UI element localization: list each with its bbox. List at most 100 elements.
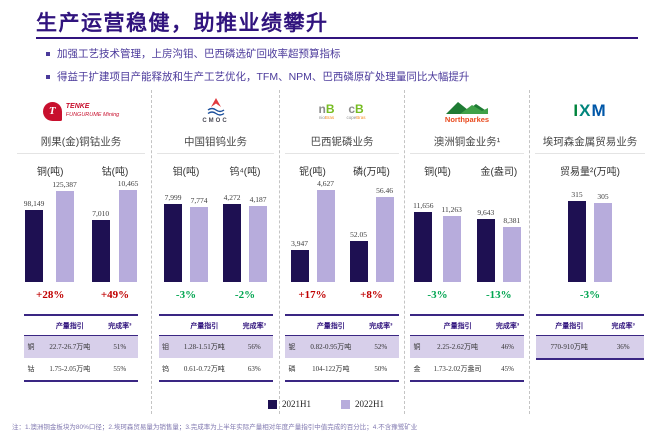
yoy-change: -2% [234, 289, 256, 301]
bar-pair: 7,999 7,774 [164, 178, 208, 282]
bar-chart: 贸易量²(万吨) 315 305 -3% [560, 163, 620, 301]
bar-2021h1: 4,272 [223, 193, 241, 282]
metric-group: 铜(吨) 11,656 11,263 -3% [413, 163, 462, 301]
business-columns: T TENKE FUNGURUME Mining 刚果(金)铜钴业务 铜(吨) … [11, 90, 646, 414]
table-row: 770-910万吨 36% [536, 335, 644, 359]
table-header-completion: 完成率³ [362, 315, 399, 336]
row-label: 钼 [158, 335, 173, 358]
table-header-guidance: 产量指引 [38, 315, 102, 336]
table-row: 金 1.73-2.02万盎司 45% [410, 358, 524, 381]
bar-2022h1: 7,774 [190, 196, 208, 282]
bar-rect-2022h1 [316, 190, 335, 282]
row-completion: 63% [247, 365, 261, 373]
row-completion: 55% [113, 365, 127, 373]
bar-2021h1: 11,656 [413, 201, 434, 282]
chart-legend: 2021H1 2022H1 [0, 399, 652, 409]
metric-title: 铜(吨) [36, 167, 64, 178]
row-guidance: 1.75-2.05万吨 [49, 365, 91, 373]
row-label: 铌 [285, 335, 299, 358]
cmoc-mountain-wave-icon [207, 98, 224, 116]
row-guidance: 770-910万吨 [536, 335, 603, 359]
copebras-text-accent: Bras [356, 114, 366, 120]
bar-rect-2021h1 [290, 250, 309, 282]
yoy-change: +17% [298, 289, 327, 301]
ixm-letter-x: X [579, 101, 592, 120]
bar-rect-2022h1 [55, 191, 74, 282]
section-title: 巴西铌磷业务 [310, 136, 374, 148]
bar-2021h1: 315 [568, 190, 586, 282]
bar-rect-2021h1 [25, 210, 43, 282]
bar-value: 7,010 [92, 209, 110, 218]
bar-value: 7,999 [164, 193, 182, 202]
row-label: 铜 [24, 335, 38, 358]
bar-value: 125,387 [52, 180, 77, 189]
cmoc-logo-text: CMOC [202, 118, 229, 124]
metric-group: 钨⁴(吨) 4,272 4,187 -2% [223, 163, 267, 301]
table-row: 铜 22.7-26.7万吨 51% [24, 335, 138, 358]
bullet-square-icon [46, 75, 50, 79]
copebras-mark-b: B [355, 101, 364, 116]
table-header-completion: 完成率³ [236, 315, 273, 336]
section-australia-cu-au: Northparkes 澳洲铜金业务¹ 铜(吨) 11,656 11,263 [405, 90, 530, 414]
niobras-copebras-logo: nB nioBras cB copeBras [318, 90, 365, 132]
bar-pair: 315 305 [568, 178, 612, 282]
section-divider [284, 153, 400, 154]
section-divider [16, 153, 146, 154]
row-completion: 51% [101, 335, 138, 358]
table-header-completion: 完成率³ [602, 315, 644, 336]
yoy-change: +8% [360, 289, 383, 301]
table-header-guidance: 产量指引 [536, 315, 603, 336]
metric-group: 铌(吨) 3,947 4,627 +17% [290, 163, 335, 301]
bar-rect-2022h1 [190, 207, 208, 282]
metric-group: 铜(吨) 98,149 125,387 +28% [24, 163, 77, 301]
metric-group: 贸易量²(万吨) 315 305 -3% [560, 163, 620, 301]
tenke-fungurume-logo: T TENKE FUNGURUME Mining [42, 90, 119, 132]
table-header-blank [24, 315, 38, 336]
row-label: 磷 [288, 366, 296, 373]
copebras-text: copeBras [346, 115, 365, 120]
legend-label: 2021H1 [282, 399, 311, 409]
mountain-icon [446, 101, 488, 114]
bar-rect-2021h1 [568, 201, 586, 282]
row-label: 金 [413, 366, 421, 373]
metric-group: 金(盎司) 9,643 8,381 -13% [476, 163, 521, 301]
bar-pair: 7,010 10,465 [91, 178, 138, 282]
legend-item-2021h1: 2021H1 [268, 399, 311, 409]
bar-2021h1: 7,999 [164, 193, 182, 282]
section-divider [534, 153, 646, 154]
metric-title: 钼(吨) [172, 167, 200, 178]
table-header-row: 产量指引 完成率³ [285, 315, 399, 336]
page-title: 生产运营稳健，助推业绩攀升 [36, 12, 329, 35]
metric-group: 钼(吨) 7,999 7,774 -3% [164, 163, 208, 301]
bar-pair: 3,947 4,627 [290, 178, 335, 282]
copebras-text-prefix: cope [346, 114, 357, 120]
bar-pair: 11,656 11,263 [413, 178, 462, 282]
niobras-mark-n: n [318, 101, 326, 116]
bar-2022h1: 4,187 [249, 195, 267, 282]
bar-2022h1: 56.46 [375, 186, 394, 282]
niobras-text-prefix: nio [318, 114, 325, 120]
niobras-mark-b: B [325, 101, 335, 116]
metric-title: 磷(万吨) [353, 167, 390, 178]
bar-pair: 4,272 4,187 [223, 178, 267, 282]
niobras-mark: nB [318, 103, 334, 115]
bullet-item: 加强工艺技术管理，上房沟钼、巴西磷选矿回收率超预算指标 [46, 46, 469, 61]
bar-2021h1: 52.05 [349, 230, 368, 282]
yoy-change: -13% [486, 289, 512, 301]
bar-rect-2022h1 [594, 203, 612, 282]
bar-value: 4,627 [317, 179, 334, 188]
bar-chart: 钼(吨) 7,999 7,774 -3% 钨⁴(吨) [164, 163, 267, 301]
bullet-item: 得益于扩建项目产能释放和生产工艺优化，TFM、NPM、巴西磷原矿处理量同比大幅提… [46, 69, 469, 84]
bar-rect-2021h1 [164, 204, 182, 282]
guidance-table: 产量指引 完成率³ 铜 2.25-2.62万吨 46% 金 1.73-2.02万… [410, 314, 524, 382]
bar-rect-2022h1 [442, 216, 461, 282]
section-divider [157, 153, 274, 154]
table-header-row: 产量指引 完成率³ [24, 315, 138, 336]
guidance-table: 产量指引 完成率³ 铜 22.7-26.7万吨 51% 钴 1.75-2.05万… [24, 314, 138, 382]
row-label: 钴 [27, 366, 35, 373]
row-label: 钨 [162, 366, 169, 373]
metric-title: 钨⁴(吨) [229, 167, 261, 178]
bar-value: 8,381 [503, 216, 521, 225]
